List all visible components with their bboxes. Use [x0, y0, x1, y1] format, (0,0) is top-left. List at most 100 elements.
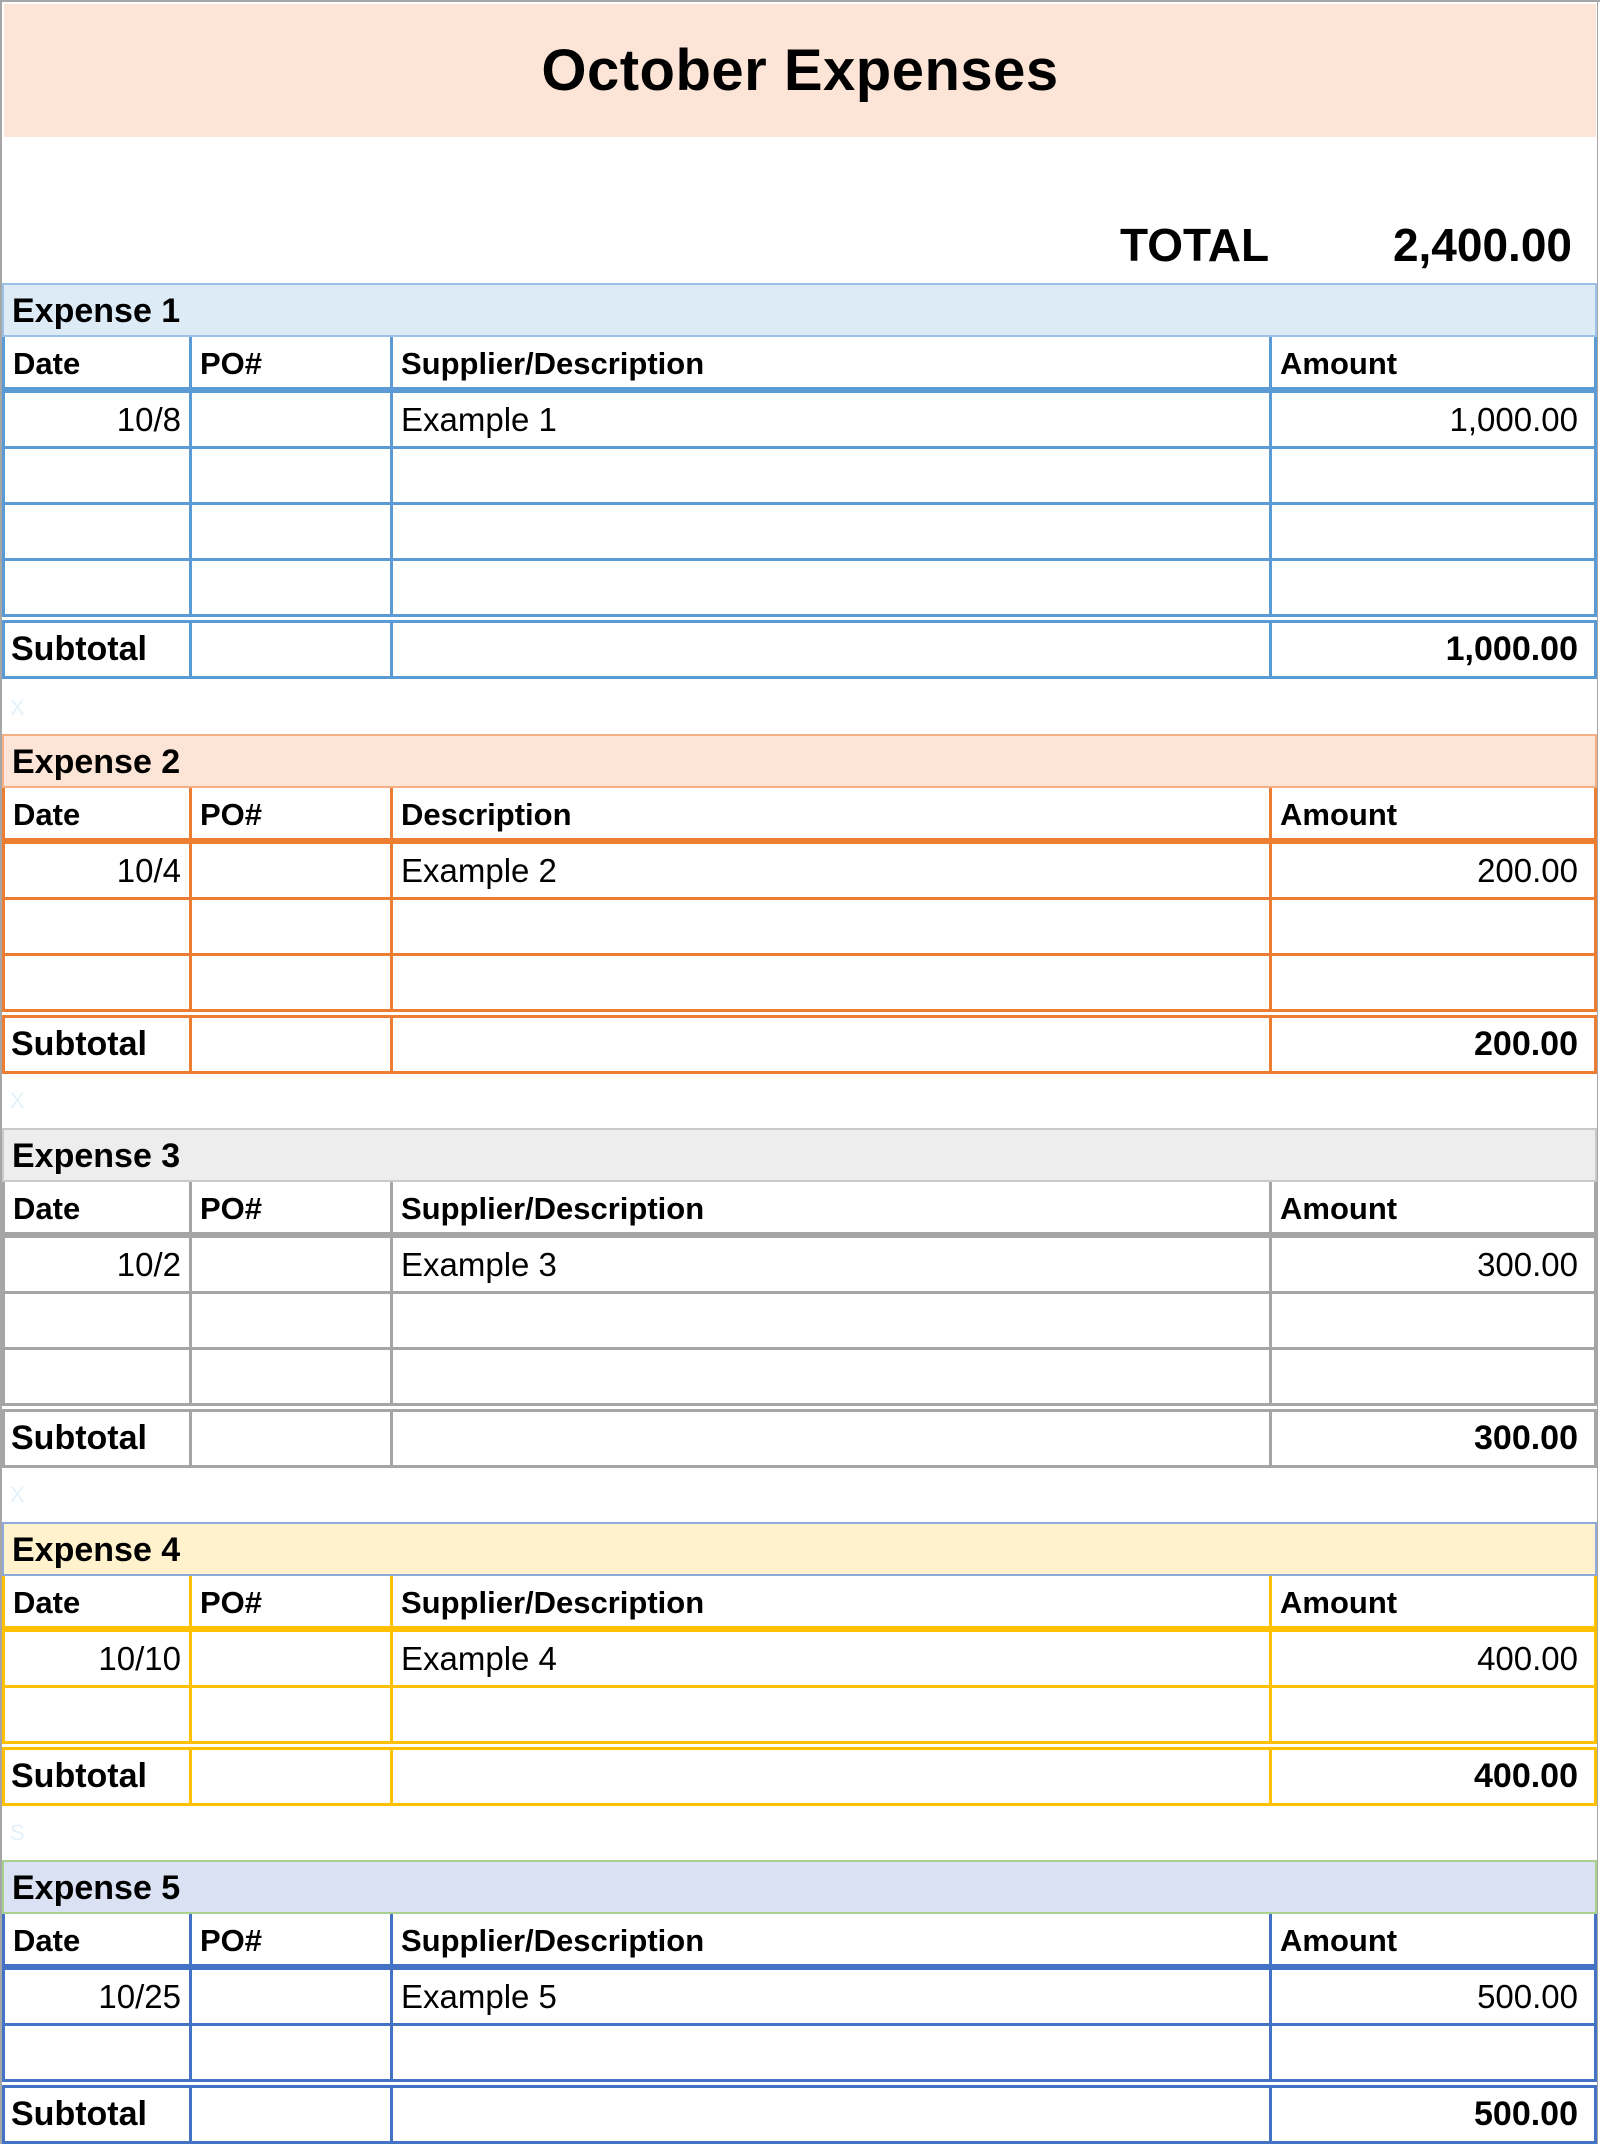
amount-cell[interactable]: 400.00: [1269, 1632, 1597, 1688]
po-cell[interactable]: [189, 844, 390, 900]
po-cell[interactable]: [189, 956, 390, 1012]
date-cell[interactable]: [2, 449, 189, 505]
date-cell[interactable]: [2, 956, 189, 1012]
po-cell[interactable]: [189, 449, 390, 505]
section-header[interactable]: Expense 3: [2, 1128, 1597, 1182]
date-cell[interactable]: 10/4: [2, 844, 189, 900]
amount-cell[interactable]: 200.00: [1269, 844, 1597, 900]
subtotal-value[interactable]: 300.00: [1269, 1412, 1597, 1468]
subtotal-po-cell[interactable]: [189, 1412, 390, 1468]
column-header-date[interactable]: Date: [2, 337, 189, 393]
amount-cell[interactable]: [1269, 1294, 1597, 1350]
subtotal-description-cell[interactable]: [390, 1018, 1269, 1074]
po-cell[interactable]: [189, 1294, 390, 1350]
column-header-amount[interactable]: Amount: [1269, 1914, 1597, 1970]
section-header[interactable]: Expense 1: [2, 283, 1597, 337]
description-cell[interactable]: [390, 900, 1269, 956]
description-cell[interactable]: [390, 1350, 1269, 1406]
subtotal-description-cell[interactable]: [390, 1412, 1269, 1468]
column-header-description[interactable]: Supplier/Description: [390, 1576, 1269, 1632]
table-row: 10/10 Example 4 400.00: [2, 1632, 1597, 1688]
description-cell[interactable]: Example 3: [390, 1238, 1269, 1294]
date-cell[interactable]: [2, 505, 189, 561]
date-cell[interactable]: [2, 1688, 189, 1744]
column-header-date[interactable]: Date: [2, 1914, 189, 1970]
subtotal-description-cell[interactable]: [390, 2088, 1269, 2144]
column-header-amount[interactable]: Amount: [1269, 337, 1597, 393]
date-cell[interactable]: 10/2: [2, 1238, 189, 1294]
amount-cell[interactable]: [1269, 505, 1597, 561]
description-cell[interactable]: Example 2: [390, 844, 1269, 900]
description-cell[interactable]: [390, 449, 1269, 505]
column-header-po[interactable]: PO#: [189, 1914, 390, 1970]
subtotal-description-cell[interactable]: [390, 1750, 1269, 1806]
column-header-date[interactable]: Date: [2, 1576, 189, 1632]
po-cell[interactable]: [189, 1238, 390, 1294]
section-header[interactable]: Expense 4: [2, 1522, 1597, 1576]
amount-cell[interactable]: 1,000.00: [1269, 393, 1597, 449]
column-header-description[interactable]: Supplier/Description: [390, 1914, 1269, 1970]
column-header-po[interactable]: PO#: [189, 337, 390, 393]
description-cell[interactable]: [390, 1294, 1269, 1350]
date-cell[interactable]: [2, 1350, 189, 1406]
description-cell[interactable]: [390, 505, 1269, 561]
column-header-description[interactable]: Supplier/Description: [390, 337, 1269, 393]
column-header-date[interactable]: Date: [2, 788, 189, 844]
subtotal-po-cell[interactable]: [189, 2088, 390, 2144]
date-cell[interactable]: 10/10: [2, 1632, 189, 1688]
subtotal-description-cell[interactable]: [390, 623, 1269, 679]
date-cell[interactable]: [2, 561, 189, 617]
description-cell[interactable]: [390, 956, 1269, 1012]
amount-cell[interactable]: [1269, 1688, 1597, 1744]
date-cell[interactable]: 10/8: [2, 393, 189, 449]
amount-cell[interactable]: 300.00: [1269, 1238, 1597, 1294]
subtotal-po-cell[interactable]: [189, 1750, 390, 1806]
subtotal-value[interactable]: 1,000.00: [1269, 623, 1597, 679]
description-cell[interactable]: [390, 561, 1269, 617]
po-cell[interactable]: [189, 1970, 390, 2026]
po-cell[interactable]: [189, 1688, 390, 1744]
subtotal-value[interactable]: 500.00: [1269, 2088, 1597, 2144]
po-cell[interactable]: [189, 561, 390, 617]
po-cell[interactable]: [189, 1350, 390, 1406]
po-cell[interactable]: [189, 1632, 390, 1688]
date-cell[interactable]: [2, 1294, 189, 1350]
column-header-description[interactable]: Description: [390, 788, 1269, 844]
amount-cell[interactable]: [1269, 2026, 1597, 2082]
column-header-po[interactable]: PO#: [189, 788, 390, 844]
column-header-date[interactable]: Date: [2, 1182, 189, 1238]
subtotal-po-cell[interactable]: [189, 623, 390, 679]
amount-cell[interactable]: [1269, 561, 1597, 617]
description-cell[interactable]: Example 1: [390, 393, 1269, 449]
amount-cell[interactable]: [1269, 1350, 1597, 1406]
po-cell[interactable]: [189, 393, 390, 449]
amount-cell[interactable]: [1269, 956, 1597, 1012]
po-cell[interactable]: [189, 2026, 390, 2082]
amount-cell[interactable]: [1269, 900, 1597, 956]
column-header-amount[interactable]: Amount: [1269, 1576, 1597, 1632]
date-cell[interactable]: [2, 2026, 189, 2082]
column-header-amount[interactable]: Amount: [1269, 788, 1597, 844]
section-header[interactable]: Expense 2: [2, 734, 1597, 788]
column-header-po[interactable]: PO#: [189, 1182, 390, 1238]
description-cell[interactable]: [390, 1688, 1269, 1744]
subtotal-po-cell[interactable]: [189, 1018, 390, 1074]
section-header[interactable]: Expense 5: [2, 1860, 1597, 1914]
date-cell[interactable]: [2, 900, 189, 956]
description-cell[interactable]: Example 4: [390, 1632, 1269, 1688]
data-rows: 10/4 Example 2 200.00: [2, 844, 1597, 1012]
po-cell[interactable]: [189, 505, 390, 561]
column-header-po[interactable]: PO#: [189, 1576, 390, 1632]
subtotal-value[interactable]: 400.00: [1269, 1750, 1597, 1806]
amount-cell[interactable]: 500.00: [1269, 1970, 1597, 2026]
amount-cell[interactable]: [1269, 449, 1597, 505]
description-cell[interactable]: [390, 2026, 1269, 2082]
column-header-description[interactable]: Supplier/Description: [390, 1182, 1269, 1238]
po-cell[interactable]: [189, 900, 390, 956]
description-cell[interactable]: Example 5: [390, 1970, 1269, 2026]
column-header-amount[interactable]: Amount: [1269, 1182, 1597, 1238]
total-value[interactable]: 2,400.00: [1392, 219, 1572, 271]
subtotal-row: Subtotal 400.00: [2, 1747, 1597, 1806]
subtotal-value[interactable]: 200.00: [1269, 1018, 1597, 1074]
date-cell[interactable]: 10/25: [2, 1970, 189, 2026]
